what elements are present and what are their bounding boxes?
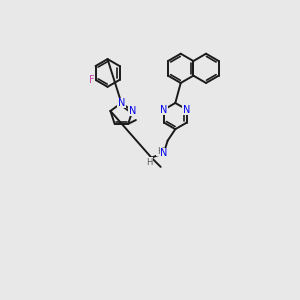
Text: N: N (118, 98, 125, 108)
Text: N: N (160, 104, 168, 115)
Text: N: N (129, 106, 136, 116)
Text: H: H (157, 147, 163, 156)
Text: N: N (183, 104, 190, 115)
Text: F: F (89, 75, 94, 85)
Text: N: N (160, 148, 167, 158)
Text: H: H (146, 158, 152, 167)
